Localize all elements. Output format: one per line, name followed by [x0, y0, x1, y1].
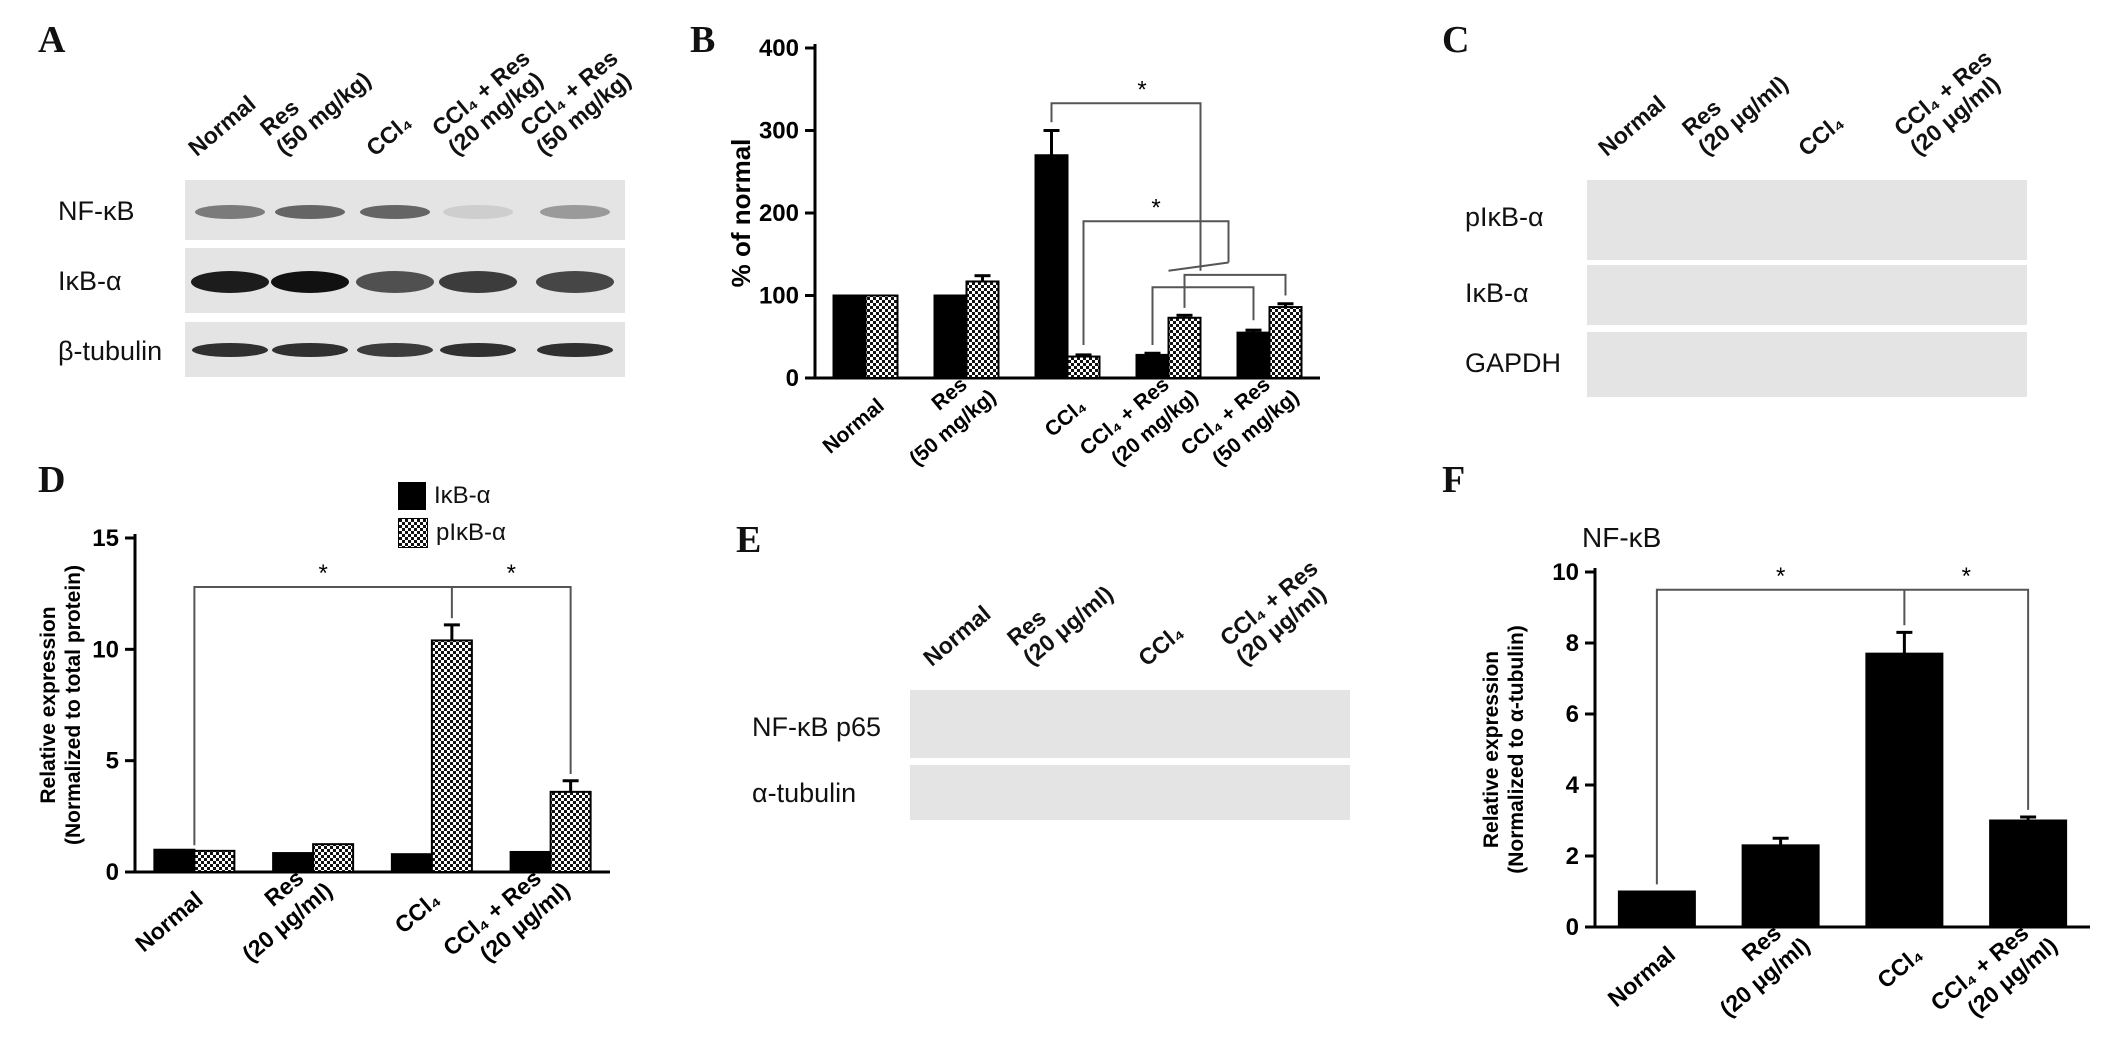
blot-c-row-1: pIκB-α — [1465, 202, 1544, 232]
chart-b-bracket-5 — [1168, 261, 1229, 272]
chart-b-bracket-1 — [1050, 102, 1202, 271]
chart-f-bar-0-0 — [1617, 890, 1696, 928]
chart-f-xlabel-2: CCl₄ — [1872, 941, 1927, 993]
chart-b-bar-1-0 — [933, 294, 968, 379]
blot-c-gapdh — [1587, 332, 2027, 397]
panel-letter-a: A — [38, 19, 66, 61]
chart-d-ytick-label-2: 10 — [92, 636, 119, 663]
legend-d-item-2: pIκB-α — [398, 518, 506, 548]
chart-b-ytick-label-0: 0 — [786, 365, 799, 392]
panel-letter-b: B — [690, 19, 716, 61]
chart-b-ytick-label-3: 300 — [759, 118, 799, 145]
legend-d-swatch-solid — [398, 482, 426, 510]
chart-d-ytick-label-3: 15 — [92, 525, 119, 552]
chart-b-ytick-label-4: 400 — [759, 35, 799, 62]
blot-e-row-1: NF-κB p65 — [752, 712, 882, 742]
chart-b-ytick-label-1: 100 — [759, 283, 799, 310]
blot-e-tubulin — [910, 765, 1350, 820]
chart-d-bar-2-1 — [430, 639, 473, 874]
chart-b-bar-0-0 — [832, 294, 867, 379]
legend-d-swatch-checker — [398, 518, 428, 548]
chart-d-bar-1-1 — [312, 843, 355, 874]
chart-d-bar-0-1 — [193, 849, 236, 874]
chart-f-ylabel-0: Relative expression — [1480, 651, 1503, 848]
chart-f-ylabel-1: (Normalized to α-tubulin) — [1505, 625, 1528, 874]
blot-c-pikb — [1587, 180, 2027, 260]
chart-d-sig-0: * — [318, 560, 327, 587]
chart-d-ylabel-1: (Normalized to total protein) — [62, 565, 85, 845]
blot-c-ikb — [1587, 265, 2027, 325]
chart-d-bar-3-1 — [549, 790, 592, 874]
chart-d-ytick-label-0: 0 — [106, 859, 119, 886]
blot-a-row-1: NF-κB — [58, 196, 135, 226]
chart-f-ytick-label-2: 4 — [1566, 772, 1580, 799]
chart-d-ylabel-0: Relative expression — [37, 606, 60, 803]
panel-letter-f: F — [1442, 459, 1466, 501]
chart-f-ytick-label-0: 0 — [1566, 914, 1579, 941]
blot-a-row-3: β-tubulin — [58, 336, 163, 366]
chart-f-sig-0: * — [1776, 563, 1785, 590]
chart-f-bar-3-0 — [1989, 819, 2068, 928]
chart-f-xlabel-2-line-0: CCl₄ — [1872, 941, 1927, 993]
chart-b-bracket-2 — [1082, 220, 1230, 345]
chart-f-ytick-label-3: 6 — [1566, 701, 1579, 728]
chart-b-bar-4-1 — [1268, 306, 1303, 379]
chart-b-sig-0: * — [1137, 76, 1146, 103]
panel-letter-e: E — [736, 519, 762, 561]
chart-f-sig-1: * — [1962, 563, 1971, 590]
chart-f-bar-2-0 — [1865, 652, 1944, 929]
legend-d: IκB-α pIκB-α — [398, 482, 506, 556]
panel-letter-d: D — [38, 459, 66, 501]
chart-b-sig-1: * — [1151, 194, 1160, 221]
chart-f-xlabel-0-line-0: Normal — [1603, 941, 1680, 1012]
chart-b-bar-0-1 — [864, 294, 899, 379]
blot-e-row-2: α-tubulin — [752, 778, 857, 808]
chart-d-bracket-1 — [193, 585, 572, 846]
chart-f-ytick-label-4: 8 — [1566, 630, 1579, 657]
chart-f-bar-1-0 — [1741, 844, 1820, 928]
blot-a-row-2: IκB-α — [58, 266, 122, 296]
chart-f-xlabel-3: CCl₄ + Res(20 μg/ml) — [1925, 919, 2062, 1021]
legend-d-label-2: pIκB-α — [436, 519, 506, 546]
panel-letter-c: C — [1442, 19, 1470, 61]
legend-d-item-1: IκB-α — [398, 482, 506, 510]
chart-f-ytick-label-1: 2 — [1566, 843, 1579, 870]
chart-b-ytick-label-2: 200 — [759, 200, 799, 227]
chart-d-sig-1: * — [507, 560, 516, 587]
chart-f-xlabel-0: Normal — [1603, 941, 1680, 1012]
chart-b-ylabel-0: % of normal — [726, 139, 756, 288]
chart-b-bracket-3 — [1151, 286, 1255, 345]
blot-c-row-3: GAPDH — [1465, 348, 1562, 378]
chart-b-bar-2-0 — [1034, 154, 1069, 379]
chart-f-ytick-label-5: 10 — [1552, 559, 1579, 586]
chart-b-bracket-4 — [1183, 273, 1287, 308]
chart-d-ytick-label-1: 5 — [106, 748, 119, 775]
chart-f-bracket-1 — [1655, 588, 2030, 885]
legend-d-label-1: IκB-α — [434, 482, 491, 509]
blot-e-p65 — [910, 690, 1350, 758]
blot-c-row-2: IκB-α — [1465, 278, 1529, 308]
chart-b-bar-3-1 — [1167, 316, 1202, 379]
chart-f-title: NF-κB — [1582, 522, 1662, 553]
